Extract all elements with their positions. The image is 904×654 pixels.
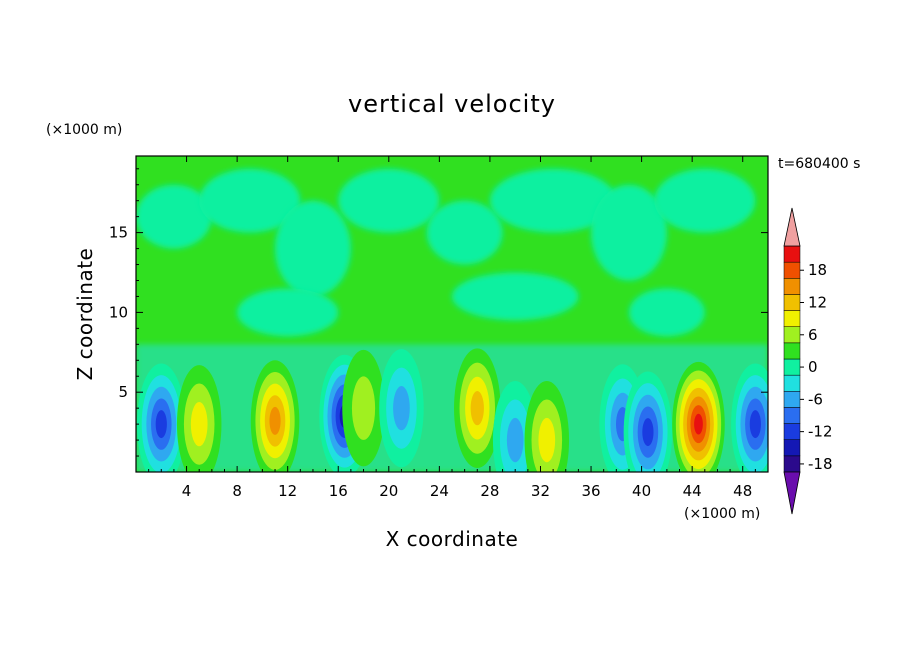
colorbar-tick-label: -18 <box>808 455 833 473</box>
x-tick-label: 36 <box>581 482 600 500</box>
colorbar-tick-label: 6 <box>808 326 818 344</box>
y-tick-label: 5 <box>118 383 128 401</box>
x-tick-label: 16 <box>329 482 348 500</box>
colorbar-min-arrow <box>783 471 801 515</box>
colorbar-segment <box>783 326 801 344</box>
x-unit-label: (×1000 m) <box>684 506 760 522</box>
x-tick-label: 28 <box>480 482 499 500</box>
colorbar-tick-label: 18 <box>808 261 827 279</box>
field-patch <box>591 184 667 281</box>
colorbar-max-arrow <box>783 207 801 247</box>
contour-cell <box>190 401 208 447</box>
colorbar-segment <box>783 358 801 376</box>
y-tick-label: 15 <box>109 224 128 242</box>
x-tick-label: 24 <box>430 482 449 500</box>
field-patch <box>628 288 705 337</box>
colorbar-segment <box>783 278 801 295</box>
contour-cell <box>642 418 654 447</box>
field-patch <box>426 200 503 265</box>
contour-cell <box>506 417 524 463</box>
contour-cell <box>538 417 556 463</box>
x-tick-label: 48 <box>733 482 752 500</box>
colorbar-tick-label: -12 <box>808 423 833 441</box>
field-patch <box>237 288 339 337</box>
x-tick-label: 20 <box>379 482 398 500</box>
colorbar-segment <box>783 261 801 279</box>
field-patch <box>275 200 351 297</box>
x-axis: 4 8 12 16 20 24 28 32 36 40 44 48 <box>148 156 756 500</box>
colorbar-tick-label: -6 <box>808 390 823 408</box>
field-patch <box>452 272 579 321</box>
y-axis: 5 10 15 <box>109 168 768 457</box>
contour-cell <box>269 406 281 435</box>
x-tick-label: 12 <box>278 482 297 500</box>
contour-cell <box>749 410 761 439</box>
colorbar-segment <box>783 455 801 473</box>
colorbar-segment <box>783 310 801 327</box>
x-tick-label: 32 <box>531 482 550 500</box>
contour-cell <box>393 386 410 431</box>
colorbar-segment <box>783 374 801 392</box>
time-label: t=680400 s <box>778 156 860 172</box>
colorbar-segment <box>783 294 801 311</box>
x-tick-label: 4 <box>182 482 192 500</box>
field-patch <box>654 168 756 233</box>
field-patch <box>338 168 440 233</box>
field-patch <box>199 168 301 233</box>
chart-title: vertical velocity <box>348 90 556 118</box>
x-axis-label: X coordinate <box>386 527 519 551</box>
colorbar-segment <box>783 245 801 263</box>
colorbar: 18 12 6 0 -6 -12 -18 <box>783 207 833 515</box>
contour-cell <box>470 391 484 426</box>
y-tick-label: 10 <box>109 303 128 321</box>
field-patch <box>136 184 212 249</box>
colorbar-segment <box>783 423 801 440</box>
colorbar-segment <box>783 342 801 360</box>
field-patch <box>489 168 617 233</box>
velocity-field <box>136 156 768 472</box>
colorbar-tick-label: 12 <box>808 294 827 312</box>
contour-cell <box>155 410 167 439</box>
contour-cell <box>694 413 703 435</box>
contour-cell <box>351 376 376 440</box>
y-axis-label: Z coordinate <box>73 248 97 381</box>
colorbar-tick-label: 0 <box>808 358 818 376</box>
colorbar-segment <box>783 391 801 408</box>
x-tick-label: 40 <box>632 482 651 500</box>
colorbar-segment <box>783 439 801 457</box>
y-unit-label: (×1000 m) <box>46 122 122 138</box>
x-tick-label: 8 <box>232 482 242 500</box>
x-tick-label: 44 <box>683 482 702 500</box>
colorbar-segment <box>783 407 801 424</box>
